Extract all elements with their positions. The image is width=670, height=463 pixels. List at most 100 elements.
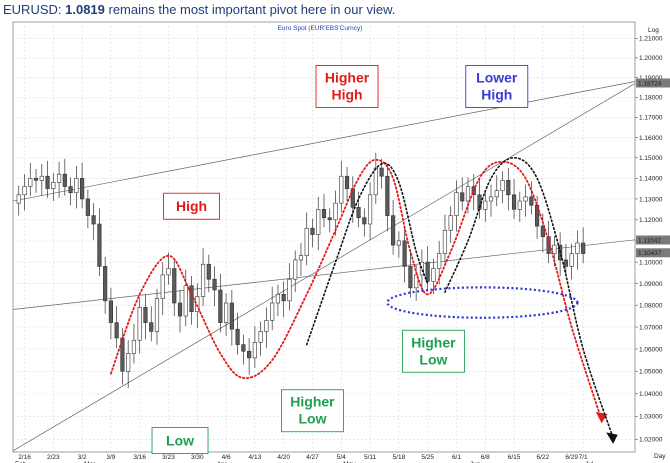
- candle-body: [143, 307, 148, 323]
- candle-body: [33, 177, 39, 181]
- x-tick-label: 3/16: [133, 454, 146, 461]
- x-month-label: Feb: [15, 461, 27, 463]
- x-tick-label: 6/1: [452, 454, 461, 461]
- candle-body: [16, 194, 21, 204]
- candle-body: [385, 175, 390, 216]
- price-tag: [636, 248, 670, 258]
- y-tick-label: 1.05000: [639, 369, 663, 376]
- candle-body: [460, 192, 465, 202]
- y-tick-label: 1.13000: [639, 196, 663, 203]
- annotation-label: High: [331, 86, 362, 102]
- candle-body: [166, 268, 171, 276]
- candle-body: [229, 302, 234, 330]
- x-tick-label: 6/29: [565, 454, 578, 461]
- red-dotted-wave: [110, 158, 602, 418]
- candle-body: [391, 215, 396, 246]
- scale-label: Log: [648, 27, 659, 34]
- x-month-label: May: [343, 461, 356, 463]
- x-month-label: Mar: [84, 461, 96, 463]
- candle-body: [327, 217, 332, 221]
- candle-body: [224, 302, 229, 323]
- candle-body: [80, 177, 85, 200]
- annotation-label: Higher: [290, 394, 335, 410]
- candle-body: [137, 307, 142, 341]
- candle-body: [258, 331, 263, 343]
- candle-body: [517, 200, 522, 210]
- candle-body: [247, 350, 252, 359]
- candle-body: [200, 263, 206, 297]
- y-axis: 1.02000 1.03000 1.04000 1.05000 1.06000 1.070…: [635, 36, 670, 444]
- candle-body: [28, 177, 33, 187]
- x-month-label: Jul: [585, 461, 594, 463]
- y-tick-label: 1.10000: [639, 259, 663, 266]
- candle-body: [454, 192, 459, 216]
- annotations: HighHigherHighLowerHighHigherLowHigherLo…: [151, 64, 529, 454]
- y-tick-label: 1.09000: [639, 281, 663, 288]
- annotation-label: Higher: [325, 69, 370, 85]
- candle-body: [62, 173, 67, 187]
- x-tick-label: 6/22: [537, 454, 550, 461]
- x-axis: 2/16 2/23 3/2 3/9 3/16 3/23 3/30 4/6 4/13 4/20 4/2…: [15, 454, 594, 463]
- annotation-label: High: [176, 198, 207, 214]
- overlays: [110, 156, 618, 444]
- candle-body: [373, 167, 378, 196]
- candle-body: [177, 302, 183, 317]
- candle-body: [51, 182, 56, 189]
- candle-body: [465, 186, 471, 202]
- headline-suffix: remains the most important pivot here in…: [104, 2, 396, 17]
- price-tag-label: 1.11042: [638, 237, 661, 244]
- candle-body: [39, 175, 44, 181]
- support-ellipse: [386, 286, 579, 319]
- candle-body: [68, 186, 73, 194]
- x-tick-label: 4/13: [249, 454, 262, 461]
- candle-body: [287, 278, 292, 302]
- annotation-label: Low: [298, 411, 326, 427]
- candle-body: [131, 339, 137, 354]
- candle-body: [362, 217, 367, 225]
- candle-body: [316, 209, 321, 235]
- y-tick-label: 1.02000: [639, 437, 663, 444]
- x-tick-label: 4/27: [306, 454, 319, 461]
- black-arrowhead: [606, 432, 618, 444]
- y-tick-label: 1.03000: [639, 414, 663, 421]
- price-tag: [636, 78, 670, 88]
- candle-body: [402, 240, 407, 267]
- annotation-box: [163, 192, 220, 220]
- y-tick-label: 1.18000: [639, 95, 663, 102]
- y-tick-label: 1.04000: [639, 391, 663, 398]
- candle-body: [367, 194, 373, 225]
- candle-body: [431, 268, 436, 282]
- x-tick-label: 4/20: [277, 454, 290, 461]
- candle-body: [108, 300, 113, 323]
- chart-subtitle: Euro Spot (EUR'EBS'Curncy): [278, 25, 363, 32]
- annotation-box: [465, 64, 529, 108]
- trend-channel: [12, 81, 636, 452]
- candle-body: [310, 227, 315, 235]
- price-tag: [636, 235, 670, 245]
- candle-body: [235, 328, 240, 345]
- headline-value: 1.0819: [65, 2, 105, 17]
- x-tick-label: 5/11: [364, 454, 377, 461]
- candle-body: [97, 223, 102, 267]
- candle-body: [241, 344, 246, 352]
- candle-body: [103, 266, 108, 302]
- x-tick-label: 3/23: [162, 454, 175, 461]
- y-tick-label: 1.14000: [639, 176, 663, 183]
- candle-body: [356, 206, 361, 219]
- candle-body: [56, 173, 62, 183]
- channel-line: [12, 81, 636, 202]
- candle-body: [85, 198, 90, 216]
- y-tick-label: 1.06000: [639, 346, 663, 353]
- headline-prefix: EURUSD:: [3, 2, 66, 17]
- x-tick-label: 2/23: [47, 454, 60, 461]
- candle-body: [126, 353, 131, 372]
- candle-body: [212, 278, 217, 291]
- candles: [16, 152, 586, 389]
- annotation-label: Low: [419, 351, 447, 367]
- candle-body: [552, 244, 557, 254]
- candle-body: [494, 190, 499, 198]
- candle-body: [339, 175, 344, 204]
- y-tick-label: 1.17000: [639, 115, 663, 122]
- candle-body: [500, 180, 505, 191]
